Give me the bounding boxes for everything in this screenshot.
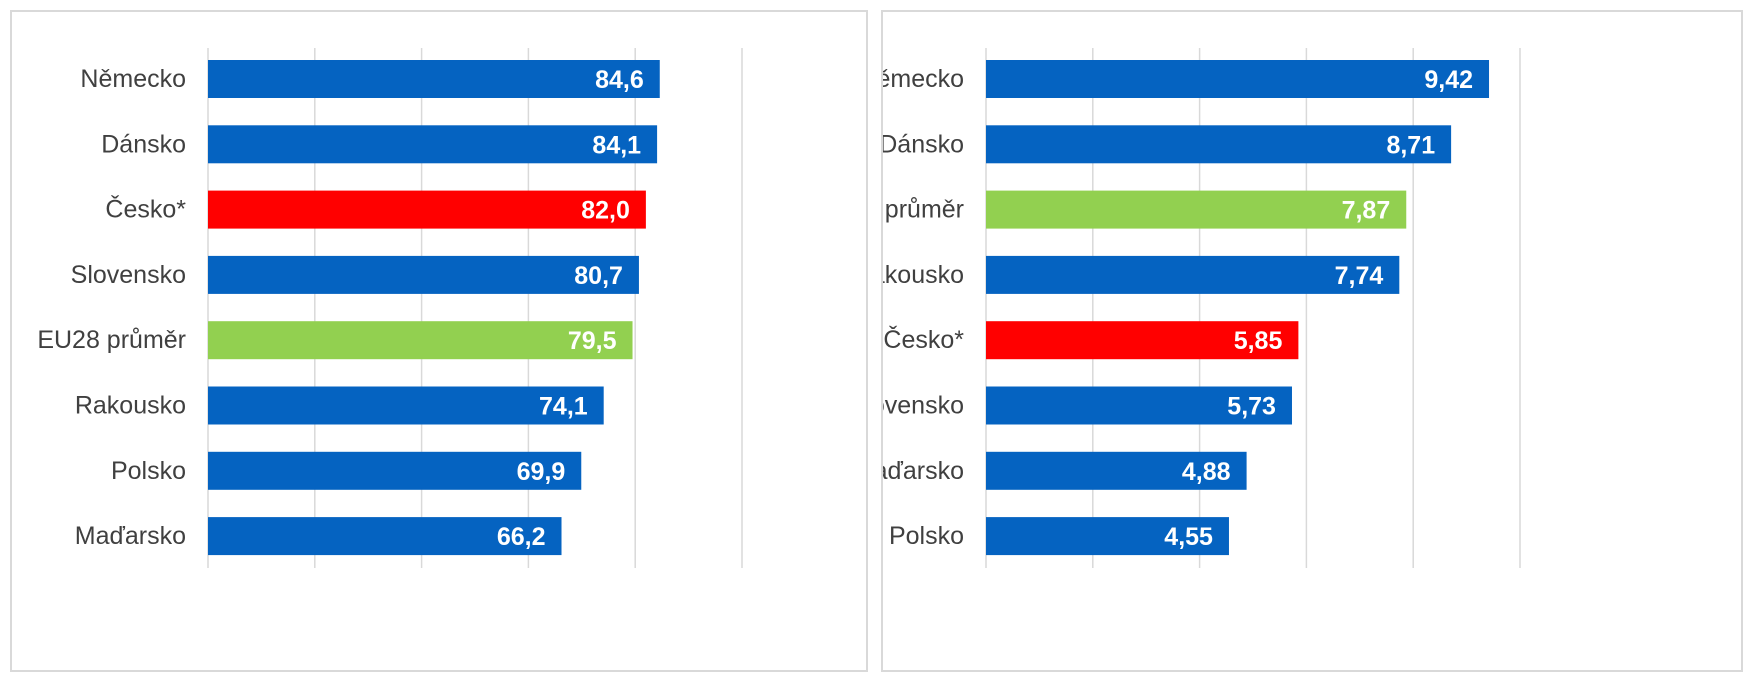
value-label: 7,74 — [1335, 262, 1384, 290]
category-label: Dánsko — [101, 130, 186, 158]
value-label: 4,88 — [1182, 458, 1231, 486]
bar — [986, 255, 1400, 294]
category-label: EU28 průměr — [883, 196, 964, 224]
category-label: Rakousko — [883, 261, 964, 289]
chart-panel-right: Německo 9,42 Dánsko 8,71 EU28 průměr 7,87 Rako… — [881, 10, 1743, 672]
bar — [208, 255, 639, 294]
category-label: Maďarsko — [883, 457, 964, 485]
bar — [208, 60, 660, 98]
bar — [208, 125, 658, 164]
bar — [208, 190, 646, 229]
category-label: Polsko — [889, 522, 964, 550]
category-label: EU28 průměr — [37, 326, 186, 354]
value-label: 5,85 — [1234, 327, 1283, 355]
chart-panel-left: Německo 84,6 Dánsko 84,1 Česko* 82,0 Slovensko… — [10, 10, 868, 672]
bar — [986, 451, 1247, 490]
value-label: 82,0 — [581, 197, 630, 225]
category-label: Německo — [883, 65, 964, 93]
bar — [208, 517, 562, 556]
value-label: 8,71 — [1386, 131, 1435, 159]
category-label: Německo — [80, 65, 186, 93]
category-label: Rakousko — [75, 392, 186, 420]
category-label: Dánsko — [883, 130, 964, 158]
bar — [208, 321, 633, 360]
category-label: Polsko — [111, 457, 186, 485]
bar — [986, 517, 1229, 556]
value-label: 80,7 — [574, 262, 623, 290]
value-label: 84,6 — [595, 66, 644, 94]
value-label: 4,55 — [1164, 523, 1213, 551]
category-label: Česko* — [883, 325, 964, 354]
value-label: 84,1 — [592, 131, 641, 159]
value-label: 74,1 — [539, 393, 588, 421]
category-label: Slovensko — [883, 392, 964, 420]
bar — [986, 60, 1490, 98]
category-label: Maďarsko — [75, 522, 186, 550]
value-label: 79,5 — [568, 327, 617, 355]
value-label: 5,73 — [1227, 393, 1276, 421]
bar — [986, 386, 1292, 425]
value-label: 9,42 — [1424, 66, 1473, 94]
value-label: 69,9 — [517, 458, 566, 486]
bar-chart-left: Německo 84,6 Dánsko 84,1 Česko* 82,0 Slovensko… — [37, 48, 743, 568]
bar — [208, 451, 582, 490]
bar — [986, 190, 1407, 229]
category-label: Česko* — [105, 195, 186, 224]
bar — [208, 386, 604, 425]
bar — [986, 321, 1299, 360]
bar-chart-right: Německo 9,42 Dánsko 8,71 EU28 průměr 7,87 Rako… — [883, 48, 1521, 568]
value-label: 66,2 — [497, 523, 546, 551]
value-label: 7,87 — [1342, 197, 1391, 225]
category-label: Slovensko — [71, 261, 186, 289]
bar — [986, 125, 1452, 164]
